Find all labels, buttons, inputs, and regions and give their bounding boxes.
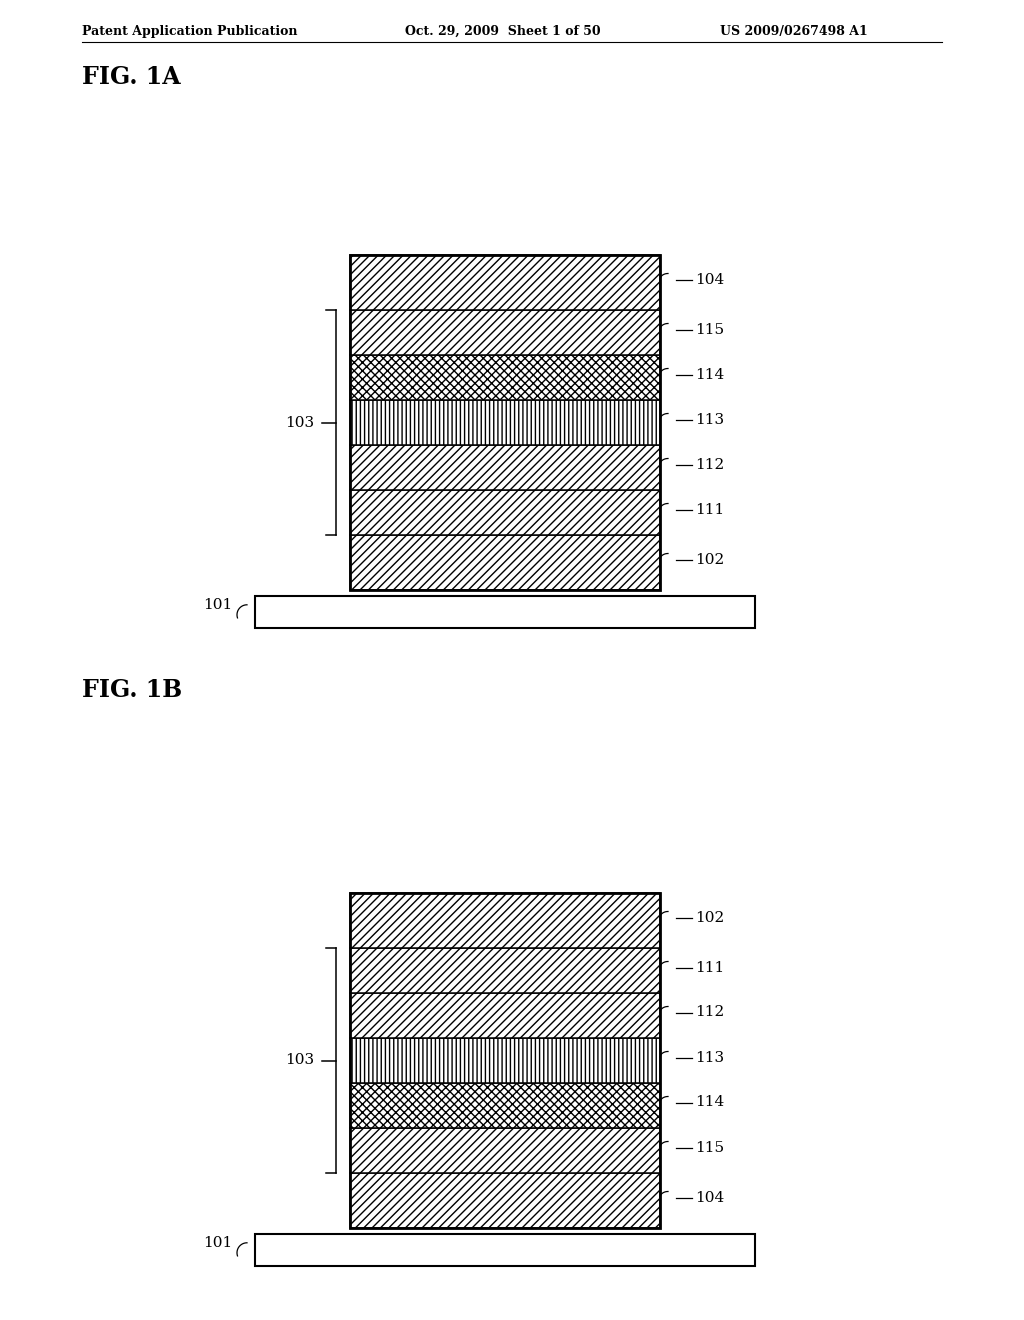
Bar bbox=[350, 535, 660, 590]
Text: 115: 115 bbox=[695, 1140, 724, 1155]
Text: FIG. 1A: FIG. 1A bbox=[82, 65, 180, 88]
Text: 114: 114 bbox=[695, 1096, 724, 1110]
Text: Patent Application Publication: Patent Application Publication bbox=[82, 25, 298, 38]
Bar bbox=[350, 445, 660, 490]
Text: 112: 112 bbox=[695, 458, 724, 471]
Text: 113: 113 bbox=[695, 1051, 724, 1064]
Bar bbox=[350, 948, 660, 993]
Bar bbox=[350, 445, 660, 490]
Text: FIG. 1B: FIG. 1B bbox=[82, 678, 182, 702]
Bar bbox=[350, 255, 660, 310]
Bar bbox=[350, 1038, 660, 1082]
Text: 111: 111 bbox=[695, 961, 724, 974]
Bar bbox=[350, 310, 660, 355]
Text: 101: 101 bbox=[203, 598, 232, 611]
Bar bbox=[350, 255, 660, 310]
Bar bbox=[350, 894, 660, 1228]
Bar bbox=[350, 1082, 660, 1129]
Bar bbox=[350, 1129, 660, 1173]
Bar bbox=[350, 1173, 660, 1228]
Bar bbox=[255, 1234, 755, 1266]
Text: 103: 103 bbox=[285, 1053, 314, 1068]
Bar bbox=[350, 894, 660, 948]
Text: US 2009/0267498 A1: US 2009/0267498 A1 bbox=[720, 25, 867, 38]
Text: 104: 104 bbox=[695, 1191, 724, 1204]
Bar bbox=[350, 894, 660, 948]
Text: Oct. 29, 2009  Sheet 1 of 50: Oct. 29, 2009 Sheet 1 of 50 bbox=[406, 25, 601, 38]
Bar bbox=[350, 490, 660, 535]
Bar bbox=[350, 310, 660, 355]
Bar bbox=[350, 948, 660, 993]
Text: 111: 111 bbox=[695, 503, 724, 516]
Bar bbox=[350, 993, 660, 1038]
Bar bbox=[350, 1082, 660, 1129]
Text: 101: 101 bbox=[203, 1236, 232, 1250]
Bar bbox=[350, 355, 660, 400]
Bar bbox=[350, 255, 660, 590]
Bar bbox=[350, 1173, 660, 1228]
Bar bbox=[350, 355, 660, 400]
Bar bbox=[350, 400, 660, 445]
Text: 115: 115 bbox=[695, 322, 724, 337]
Bar bbox=[350, 400, 660, 445]
Text: 114: 114 bbox=[695, 367, 724, 381]
Text: 103: 103 bbox=[285, 416, 314, 429]
Bar bbox=[350, 490, 660, 535]
Bar bbox=[350, 993, 660, 1038]
Text: 113: 113 bbox=[695, 413, 724, 426]
Text: 104: 104 bbox=[695, 272, 724, 286]
Text: 102: 102 bbox=[695, 553, 724, 566]
Bar bbox=[350, 535, 660, 590]
Text: 112: 112 bbox=[695, 1006, 724, 1019]
Bar bbox=[350, 1038, 660, 1082]
Bar bbox=[350, 1129, 660, 1173]
Text: 102: 102 bbox=[695, 911, 724, 924]
Bar bbox=[255, 597, 755, 628]
